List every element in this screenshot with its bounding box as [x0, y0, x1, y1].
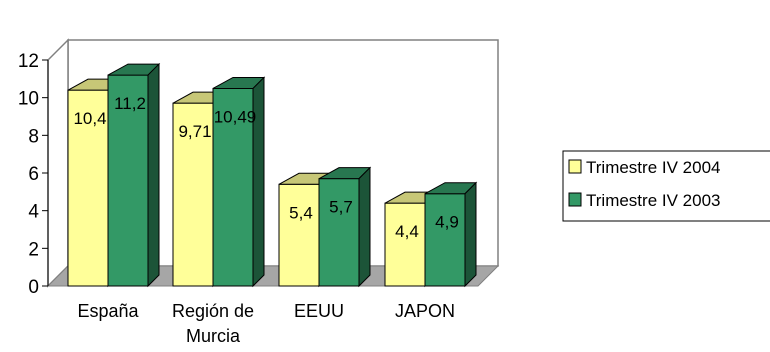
- category-label: España: [77, 301, 139, 321]
- bar-front: [424, 193, 466, 287]
- bar: [424, 181, 478, 288]
- bar-front: [384, 202, 426, 287]
- data-label: 11,2: [114, 94, 146, 113]
- bar-front: [67, 89, 109, 287]
- y-tick-label: 2: [28, 239, 39, 260]
- bar: [107, 62, 161, 288]
- category-label: JAPON: [395, 301, 455, 321]
- y-tick-label: 4: [28, 202, 39, 223]
- data-label: 9,71: [178, 122, 211, 141]
- legend-swatch: [568, 192, 582, 207]
- data-label: 4,9: [435, 213, 459, 232]
- category-labels: España Región de Murcia EEUU JAPON: [77, 301, 455, 346]
- y-axis: 0 2 4 6 8 10 12: [18, 51, 49, 298]
- side-wall: [47, 38, 69, 288]
- data-label: 10,4: [73, 109, 106, 128]
- y-tick-label: 0: [28, 277, 39, 298]
- legend: Trimestre IV 2004 Trimestre IV 2003: [562, 150, 770, 222]
- y-tick-label: 12: [18, 51, 39, 72]
- legend-swatch: [568, 159, 582, 174]
- bar: [318, 166, 372, 288]
- bar-front: [278, 183, 320, 287]
- data-label: 10,49: [214, 107, 257, 126]
- category-label: EEUU: [294, 301, 344, 321]
- y-tick-label: 8: [28, 126, 39, 147]
- data-label: 5,4: [289, 203, 313, 222]
- bar-side: [252, 76, 265, 288]
- data-label: 5,7: [329, 198, 353, 217]
- bar-front: [318, 178, 360, 287]
- y-tick-label: 10: [18, 89, 39, 110]
- bar: [212, 76, 266, 288]
- bar-front: [212, 87, 254, 287]
- legend-label: Trimestre IV 2003: [586, 191, 720, 210]
- bar-front: [172, 102, 214, 287]
- bar-side: [464, 181, 477, 288]
- legend-box: [562, 150, 770, 222]
- bar-side: [147, 62, 160, 288]
- category-label: Región de Murcia: [172, 301, 254, 346]
- bar-side: [358, 166, 371, 288]
- data-label: 4,4: [395, 222, 419, 241]
- y-tick-label: 6: [28, 164, 39, 185]
- legend-label: Trimestre IV 2004: [586, 158, 720, 177]
